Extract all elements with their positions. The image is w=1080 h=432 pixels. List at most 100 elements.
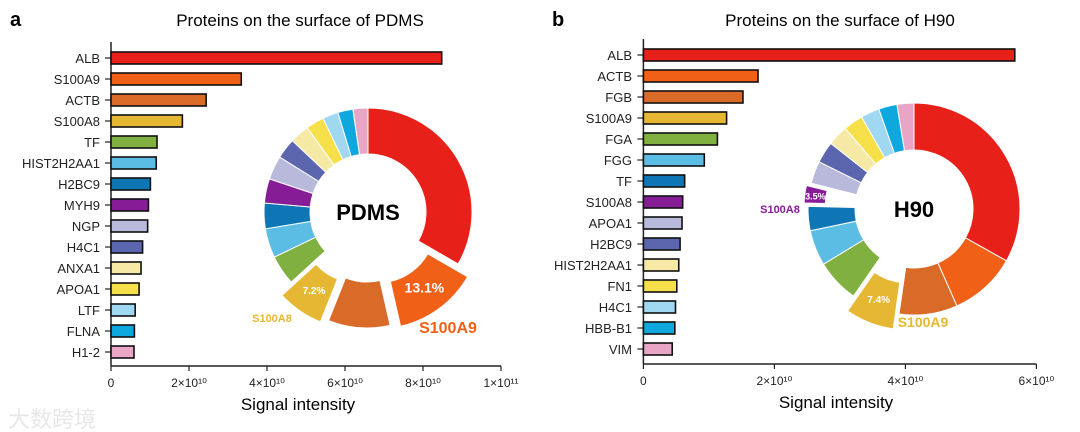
category-label: TF [84,135,100,150]
bar-ltf [110,303,136,317]
bar-flna [110,324,136,338]
bar-fgb [642,90,744,104]
category-label: APOA1 [589,216,632,231]
x-tick-label: 6×10¹⁰ [327,376,363,390]
donut-slice-tf [807,205,857,232]
bar-myh9 [110,198,150,212]
x-tick-label: 0 [108,376,115,390]
category-label: H2BC9 [58,177,100,192]
panel-label: b [552,9,564,31]
bar-fgg [642,153,706,167]
chart-panel-a: a Proteins on the surface of PDMS 0 2×10¹⁰ 4… [10,9,519,414]
x-tick-label: 1×10¹¹ [483,376,518,390]
donut-slice-fgb [898,262,958,316]
chart-panel-b: b Proteins on the surface of H90 0 2×10¹⁰ 4×… [552,9,1055,412]
category-label: HIST2H2AA1 [554,258,632,273]
chart-title: Proteins on the surface of PDMS [176,11,424,30]
donut-center-label: H90 [894,197,934,222]
category-label: APOA1 [57,282,100,297]
category-label: LTF [78,303,100,318]
category-label: FGB [605,90,632,105]
category-label: S100A8 [586,195,632,210]
bar-hist2h2aa1 [642,258,680,272]
x-tick-label: 4×10¹⁰ [249,376,285,390]
category-label: ACTB [597,69,632,84]
bar-s100a8 [110,114,184,128]
category-label: H2BC9 [590,237,632,252]
donut-name-label: S100A9 [898,314,949,330]
donut-percent-label: 13.1% [405,279,445,295]
bar-vim [642,342,674,356]
donut-percent-label: 7.2% [303,286,326,297]
bar-apoa1 [110,282,140,296]
donut-percent-label: 7.4% [867,295,890,306]
bar-anxa1 [110,261,142,275]
x-tick-label: 2×10¹⁰ [171,376,207,390]
x-tick-label: 6×10¹⁰ [1018,374,1054,388]
category-label: FGA [605,132,632,147]
donut-slice-alb [913,102,1021,262]
category-label: ALB [607,48,632,63]
category-label: HBB-B1 [585,321,632,336]
category-label: H4C1 [67,240,100,255]
bar-tf [110,135,158,149]
x-tick-label: 0 [640,374,647,388]
category-label: VIM [609,342,632,357]
bar-fn1 [642,279,678,293]
category-label: H1-2 [72,345,100,360]
category-label: MYH9 [64,198,100,213]
x-tick-label: 4×10¹⁰ [887,374,923,388]
donut-slice-vim [896,102,915,152]
donut-center-label: PDMS [336,200,400,225]
donut-chart: PDMS 13.1% S100A9 7.2% S100A8 [252,107,477,337]
donut-chart: H90 7.4% S100A9 3.5% S100A8 [760,102,1021,330]
chart-title: Proteins on the surface of H90 [725,11,955,30]
donut-name-label: S100A8 [760,204,800,216]
bar-h4c1 [642,300,677,314]
x-tick-label: 8×10¹⁰ [405,376,441,390]
bar-s100a9 [642,111,728,125]
x-axis-label: Signal intensity [241,395,356,414]
bar-s100a9 [110,72,243,86]
donut-slice-alb [367,107,473,265]
bar-apoa1 [642,216,683,230]
category-label: S100A9 [586,111,632,126]
donut-name-label: S100A8 [252,313,292,325]
category-label: TF [616,174,632,189]
bar-hist2h2aa1 [110,156,158,170]
bar-hbb-b1 [642,321,676,335]
category-label: FN1 [607,279,632,294]
category-label: ACTB [65,93,100,108]
donut-name-label: S100A9 [419,320,477,337]
category-label: HIST2H2AA1 [22,156,100,171]
donut-slice-s100a9 [846,271,901,330]
bar-tf [642,174,686,188]
bar-alb [110,51,443,65]
bar-actb [110,93,207,107]
category-label: FLNA [67,324,101,339]
category-label: S100A8 [54,114,100,129]
category-label: NGP [72,219,100,234]
donut-slice-s100a9 [389,253,469,327]
category-label: S100A9 [54,72,100,87]
donut-percent-label: 3.5% [805,192,826,202]
category-label: ALB [75,51,100,66]
bar-alb [642,48,1016,62]
bar-h2bc9 [110,177,152,191]
bar-h1-2 [110,345,135,359]
donut-slice-h1-2 [352,107,369,156]
bar-ngp [110,219,149,233]
x-axis-label: Signal intensity [779,393,894,412]
category-label: FGG [604,153,632,168]
donut-slice-s100a8 [281,263,339,323]
bar-h2bc9 [642,237,681,251]
category-label: H4C1 [599,300,632,315]
watermark: 大数跨境 [8,407,96,432]
bar-h4c1 [110,240,144,254]
category-label: ANXA1 [57,261,100,276]
bar-actb [642,69,759,83]
x-tick-label: 2×10¹⁰ [756,374,792,388]
donut-slice-s100a8 [803,184,828,205]
donut-slice-actb [327,277,391,329]
